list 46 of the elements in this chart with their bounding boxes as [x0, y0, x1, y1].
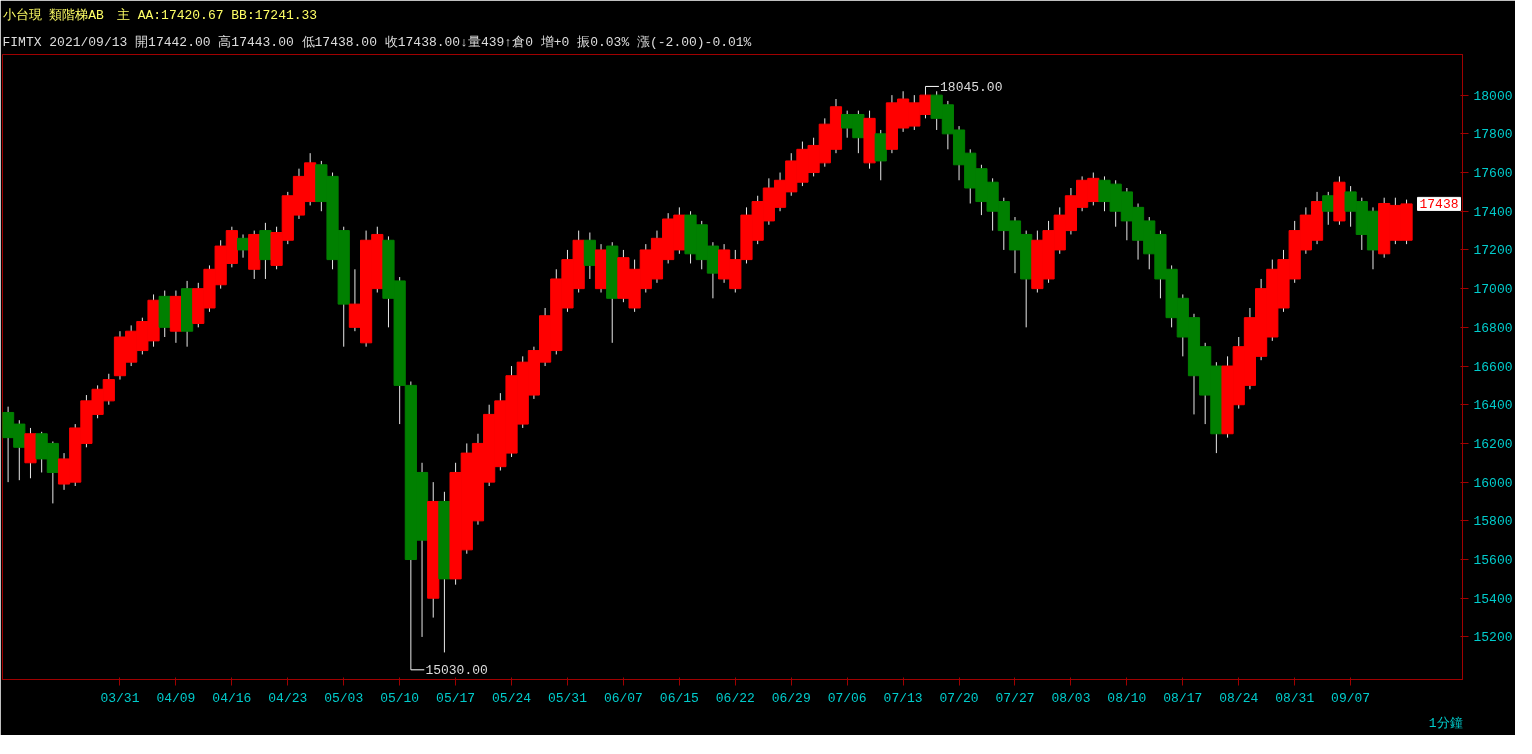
y-tick-label: 16400 [1473, 398, 1513, 414]
annotation: 18045.00 [940, 79, 1003, 95]
y-tick-label: 17200 [1473, 243, 1513, 259]
x-tick-label: 08/03 [1051, 690, 1091, 706]
y-tick-label: 18000 [1473, 88, 1513, 104]
candlestick [236, 233, 250, 259]
text: 1分鐘 [1428, 715, 1463, 731]
y-tick-label: 17800 [1473, 127, 1513, 143]
x-tick-label: 04/23 [268, 690, 308, 706]
x-tick-label: 05/17 [436, 690, 476, 706]
y-tick-label: 17600 [1473, 166, 1513, 182]
y-tick-label: 16200 [1473, 436, 1513, 452]
x-tick-label: 07/20 [939, 690, 979, 706]
x-tick-label: 05/24 [492, 690, 532, 706]
y-tick-label: 16000 [1473, 475, 1513, 491]
x-tick-label: 08/10 [1107, 690, 1147, 706]
x-tick-label: 07/13 [883, 690, 923, 706]
x-tick-label: 05/31 [547, 690, 588, 706]
y-tick-label: 15800 [1473, 514, 1513, 530]
x-tick-label: 03/31 [100, 690, 140, 706]
x-tick-label: 06/07 [603, 690, 643, 706]
y-tick-label: 17400 [1473, 204, 1513, 220]
x-tick-label: 04/16 [212, 690, 252, 706]
y-tick-label: 16600 [1473, 359, 1513, 375]
x-tick-label: 09/07 [1331, 690, 1371, 706]
annotation: 15030.00 [425, 663, 488, 679]
x-tick-label: 08/17 [1163, 690, 1203, 706]
x-tick-label: 06/29 [771, 690, 811, 706]
x-tick-label: 07/27 [995, 690, 1035, 706]
y-tick-label: 17000 [1473, 282, 1513, 298]
y-tick-label: 15600 [1473, 553, 1513, 569]
x-tick-label: 08/31 [1275, 690, 1315, 706]
chart-subtitle: FIMTX 2021/09/13 開17442.00 高17443.00 低17438.00 收17438.00↓量439↑倉0 增+0 振0.03% 漲(-2.00)-0.01% [2, 33, 752, 50]
text: 17438 [1419, 197, 1459, 213]
y-tick-label: 15200 [1473, 630, 1513, 646]
x-tick-label: 06/15 [659, 690, 699, 706]
x-tick-label: 05/03 [324, 690, 364, 706]
chart-title: 小台現 類階梯AB 主 AA:17420.67 BB:17241.33 [2, 6, 318, 23]
x-tick-label: 07/06 [827, 690, 867, 706]
y-tick-label: 16800 [1473, 320, 1513, 336]
x-tick-label: 06/22 [715, 690, 755, 706]
x-tick-label: 05/10 [380, 690, 420, 706]
candlestick [1322, 191, 1335, 226]
y-tick-label: 15400 [1473, 591, 1513, 607]
x-tick-label: 04/09 [156, 690, 196, 706]
x-tick-label: 08/24 [1219, 690, 1259, 706]
